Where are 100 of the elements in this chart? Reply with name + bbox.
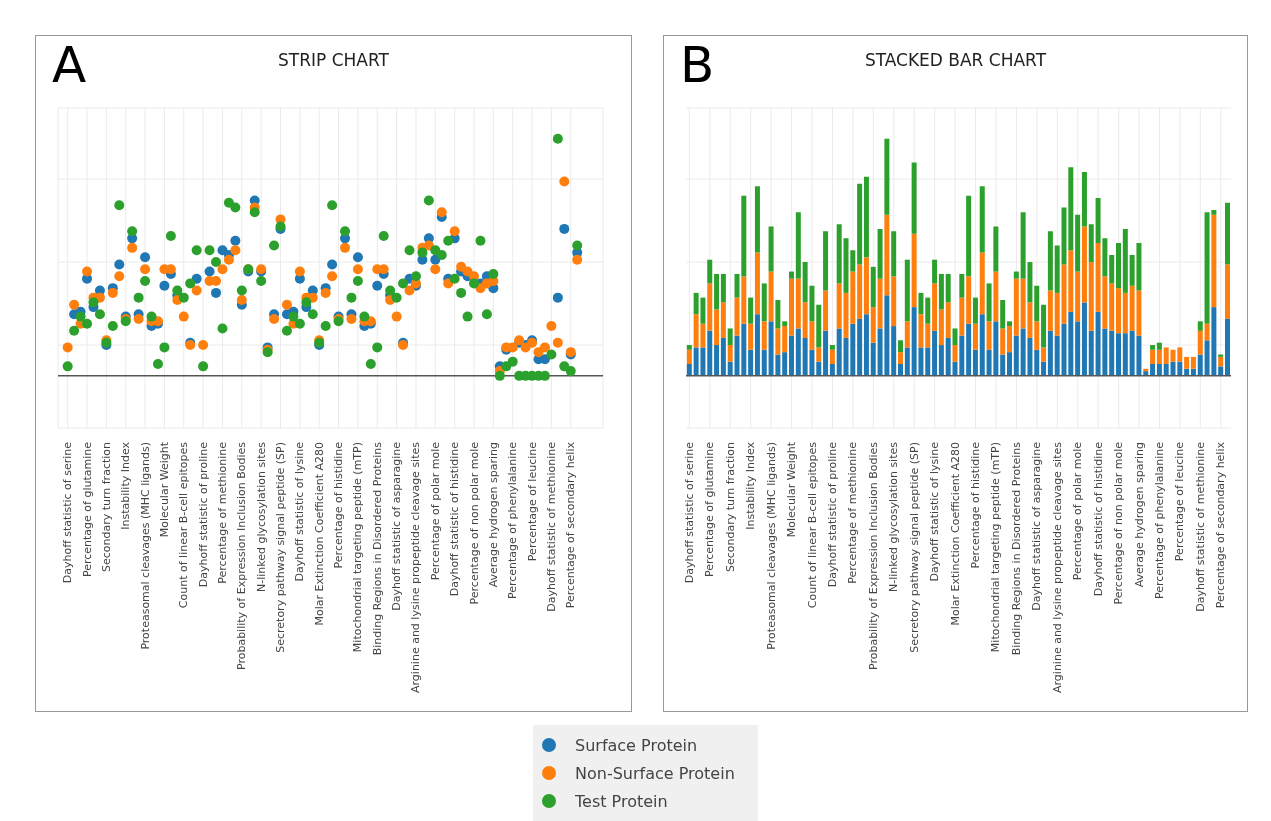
bar [966,276,972,324]
bar [1088,262,1094,331]
bar [1054,335,1060,376]
bar [1184,356,1190,369]
bar [748,297,754,324]
x-tick-label: Dayhoff statistic of methionine [544,441,558,612]
bar [952,345,958,362]
x-tick-label: Percentage of glutamine [703,441,717,578]
bar [1211,214,1217,308]
bar [1150,345,1156,350]
bar [775,300,781,329]
bar [1000,328,1006,355]
bar [1013,278,1019,336]
x-tick-label: Percentage of secondary helix [1214,441,1228,609]
bar [891,231,897,277]
x-tick-label: Percentage of histidine [969,441,983,569]
bar [1150,349,1156,364]
x-tick-label: Molecular Weight [785,441,799,538]
bar [754,314,760,376]
bar [904,259,910,322]
bar [863,176,869,258]
x-tick-label: Mitochondrial targeting peptide (mTP) [989,442,1003,653]
bar [857,264,863,319]
bar [986,321,992,350]
bar [993,226,999,272]
bar [836,328,842,376]
bar [1218,356,1224,367]
bar [795,328,801,376]
bar [768,271,774,322]
bar [898,340,904,353]
bar [829,345,835,350]
bar [789,335,795,376]
bar [727,328,733,346]
bar [966,323,972,376]
bar [761,349,767,376]
x-tick-label: Binding Regions in Disordered Proteins [1009,441,1023,656]
bar [870,307,876,343]
bar [836,283,842,329]
bar [1122,333,1128,376]
bar [979,252,985,315]
x-tick-label: Percentage of histidine [332,441,346,569]
bar [720,273,726,303]
text: B [680,36,715,94]
bar [1081,226,1087,303]
bar [714,345,720,376]
x-tick-label: Molecular Weight [157,441,171,538]
x-tick-label: Percentage of methionine [846,441,860,584]
bar [1204,323,1210,341]
text: A [52,36,87,94]
x-tick-label: Binding Regions in Disordered Proteins [370,441,384,656]
bar [686,349,692,364]
bar [707,259,713,284]
x-tick-label: Count of linear B-cell epitopes [177,441,191,609]
bar [1000,300,1006,329]
bar [1054,292,1060,336]
bar [1081,172,1087,227]
x-tick-label: Percentage of leucine [1173,441,1187,562]
bar [898,364,904,376]
bar [789,278,795,336]
bar [816,304,822,348]
bar [1197,330,1203,355]
x-tick-label: Count of linear B-cell epitopes [805,441,819,609]
bar [816,347,822,362]
bar [932,259,938,284]
bar [1109,254,1115,284]
bar [911,162,917,234]
bar [959,273,965,298]
bar [714,309,720,346]
bar [1034,349,1040,376]
bar [1007,321,1013,327]
bar [925,297,931,324]
x-tick-label: Proteasomal cleavages (MHC ligands) [138,442,152,650]
bar [823,290,829,331]
bar [789,271,795,279]
bar [986,283,992,322]
bar [904,321,910,348]
bar [1054,245,1060,293]
bar [823,330,829,376]
bar [945,273,951,303]
x-tick-label: Molar Extinction Coefficient A280 [948,442,962,626]
bar [1122,228,1128,293]
x-tick-label: Mitochondrial targeting peptide (mTP) [351,442,365,653]
x-tick-label: Proteasomal cleavages (MHC ligands) [764,442,778,650]
bar [686,345,692,350]
bar [1081,302,1087,376]
bar [768,226,774,272]
bar [972,323,978,350]
bar [727,345,733,362]
bar [918,314,924,348]
x-tick-label: Percentage of non polar mole [1112,441,1126,605]
bar [925,323,931,348]
x-tick-label: Dayhoff statistic of asparagine [390,441,404,611]
x-tick-label: Instability Index [744,441,758,530]
x-tick-label: Percentage of secondary helix [564,441,578,609]
bar [891,326,897,376]
bar [775,328,781,355]
x-tick-label: Dayhoff statistic of lysine [928,441,942,582]
bar [707,283,713,331]
bar [1007,352,1013,376]
chart-title: STACKED BAR CHART [864,50,1047,70]
